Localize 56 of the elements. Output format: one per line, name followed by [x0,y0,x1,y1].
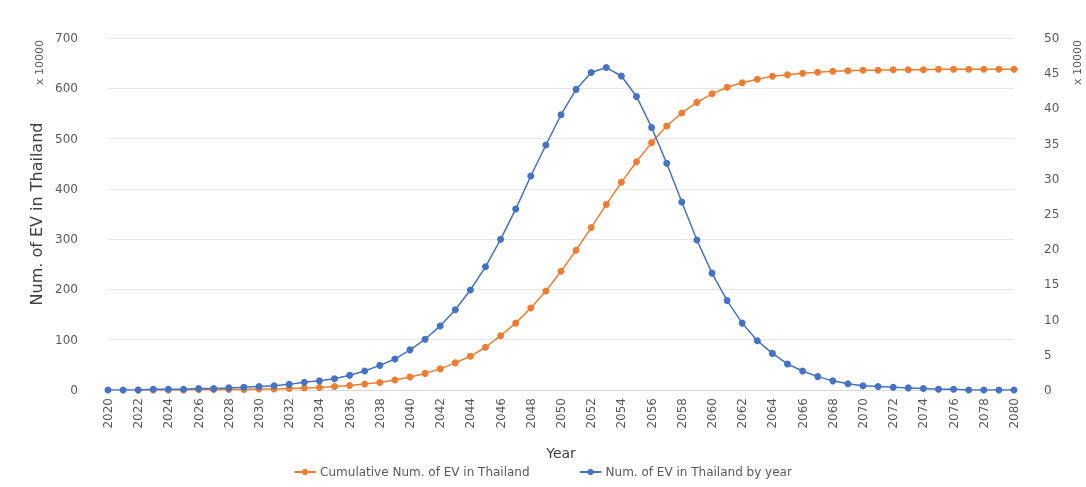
x-tick-label: 2030 [252,398,266,429]
x-tick-label: 2080 [1007,398,1021,429]
x-tick-label: 2072 [886,398,901,429]
x-tick-label: 2036 [342,398,357,429]
x-tick-label: 2068 [825,398,840,429]
y2-tick-label: 30 [1044,171,1060,186]
x-tick-label: 2024 [161,398,176,429]
x-tick-label: 2022 [131,398,146,429]
x-axis-title: Year [545,445,577,461]
y-tick-label: 300 [55,232,78,247]
x-tick-label: 2066 [795,398,810,429]
y2-tick-label: 15 [1044,277,1060,292]
y-tick-label: 500 [55,131,78,146]
x-tick-label: 2070 [856,398,870,429]
y2-tick-label: 25 [1044,207,1060,221]
x-tick-label: 2064 [765,398,780,429]
y2-tick-label: 45 [1044,66,1060,81]
y-tick-label: 0 [70,383,78,397]
legend-label: Num. of EV in Thailand by year [605,465,792,479]
y2-tick-label: 10 [1044,312,1060,327]
x-tick-label: 2020 [101,398,115,429]
x-tick-label: 2026 [191,398,206,429]
y-axis-title: Num. of EV in Thailand [26,122,46,306]
y-tick-label: 400 [55,181,78,196]
x-tick-label: 2044 [463,398,478,429]
x-tick-label: 2078 [976,398,991,429]
text: x 10000 [33,40,46,85]
x-tick-label: 2076 [946,398,961,429]
x-tick-label: 2074 [916,398,931,429]
x-tick-label: 2040 [403,398,417,429]
x-tick-label: 2032 [282,398,297,429]
x-tick-label: 2042 [433,398,448,429]
y2-tick-label: 40 [1044,101,1060,116]
y2-tick-label: 35 [1044,136,1060,151]
x-tick-label: 2038 [372,398,387,429]
y-tick-label: 200 [55,282,78,297]
x-tick-label: 2052 [584,398,599,429]
x-tick-label: 2054 [614,398,629,429]
y2-tick-label: 20 [1044,242,1060,257]
y-tick-label: 600 [55,81,78,96]
x-tick-label: 2048 [523,398,538,429]
y2-tick-label: 5 [1044,347,1052,362]
x-tick-label: 2034 [312,398,327,429]
x-tick-label: 2062 [735,398,750,429]
y2-tick-label: 0 [1044,383,1052,397]
x-tick-label: 2060 [705,398,719,429]
y2-tick-label: 50 [1044,31,1060,45]
text: x 10000 [1071,40,1084,85]
x-tick-label: 2058 [674,398,689,429]
x-tick-label: 2056 [644,398,659,429]
x-tick-label: 2046 [493,398,508,429]
y-tick-label: 700 [55,31,78,45]
legend-label: Cumulative Num. of EV in Thailand [320,465,530,479]
y-tick-label: 100 [55,332,78,347]
x-tick-label: 2050 [554,398,568,429]
x-tick-label: 2028 [221,398,236,429]
